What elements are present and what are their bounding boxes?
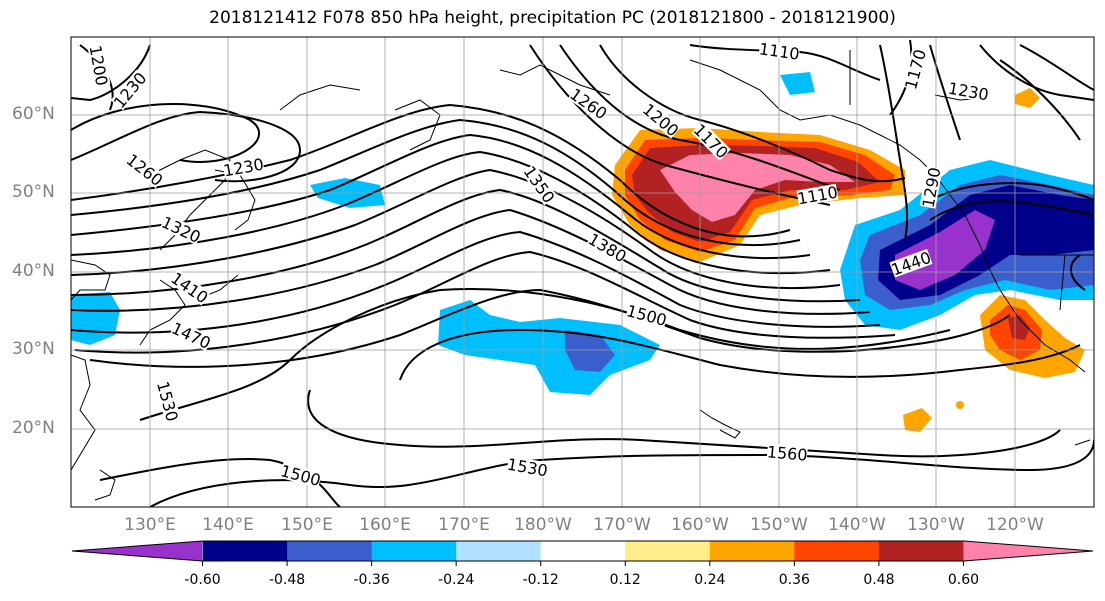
- contour-label: 1230: [947, 79, 990, 105]
- contour-label: 1380: [585, 229, 630, 266]
- colorbar-label: 0.24: [694, 572, 726, 588]
- contour-label: 1500: [625, 301, 669, 330]
- colorbar-segment: [709, 541, 795, 561]
- colorbar-label: -0.12: [522, 572, 559, 588]
- lon-label: 170°W: [593, 515, 651, 535]
- colorbar-label: -0.60: [184, 572, 221, 588]
- contour-label: 1260: [123, 150, 167, 190]
- contour-label: 1110: [758, 39, 801, 63]
- colorbar-label: 0.12: [609, 572, 641, 588]
- lat-label: 50°N: [12, 182, 55, 202]
- lat-label: 40°N: [12, 261, 55, 281]
- colorbar-segment: [287, 541, 373, 561]
- colorbar-segment: [878, 541, 964, 561]
- colorbar-segment: [794, 541, 880, 561]
- colorbar-label: 0.36: [778, 572, 810, 588]
- lon-label: 120°W: [986, 515, 1044, 535]
- lon-label: 150°W: [750, 515, 808, 535]
- lat-label: 30°N: [12, 339, 55, 359]
- colorbar-segment: [202, 541, 288, 561]
- lon-label: 140°E: [202, 515, 254, 535]
- chart-title: 2018121412 F078 850 hPa height, precipit…: [209, 8, 896, 28]
- contour-label: 1410: [167, 268, 211, 307]
- lon-label: 170°E: [438, 515, 490, 535]
- lon-label: 180°W: [514, 515, 572, 535]
- contour-label: 1170: [901, 47, 930, 91]
- lon-label: 160°E: [359, 515, 411, 535]
- contour-label: 1320: [159, 213, 204, 247]
- colorbar-label: -0.48: [268, 572, 306, 588]
- colorbar-segment: [625, 541, 711, 561]
- height-contours: [71, 39, 1094, 507]
- colorbar-segment: [371, 541, 457, 561]
- contour-label: 1500: [279, 461, 323, 490]
- gridlines: [71, 37, 1094, 507]
- colorbar-label: -0.36: [353, 572, 390, 588]
- map-frame: [70, 36, 1095, 508]
- lat-label: 20°N: [12, 418, 55, 438]
- colorbar-label: -0.24: [438, 572, 475, 588]
- lon-label: 130°W: [907, 515, 965, 535]
- contour-label: 1560: [766, 442, 808, 464]
- lon-label: 130°E: [124, 515, 176, 535]
- colorbar: [71, 540, 1094, 566]
- colorbar-segment: [456, 541, 542, 561]
- precip-positive-shading: [612, 88, 1085, 432]
- colorbar-segment: [72, 541, 203, 561]
- contour-label: 1350: [520, 162, 559, 206]
- contour-label: 1470: [169, 319, 214, 353]
- colorbar-label: 0.48: [863, 572, 895, 588]
- lat-label: 60°N: [12, 104, 55, 124]
- lon-label: 160°W: [671, 515, 729, 535]
- lon-label: 150°E: [281, 515, 333, 535]
- colorbar-label: 0.60: [947, 572, 980, 588]
- colorbar-segment: [540, 541, 626, 561]
- lon-label: 140°W: [828, 515, 886, 535]
- contour-label: 1530: [153, 379, 182, 423]
- colorbar-segment: [963, 541, 1093, 561]
- contour-label: 1200: [86, 44, 112, 87]
